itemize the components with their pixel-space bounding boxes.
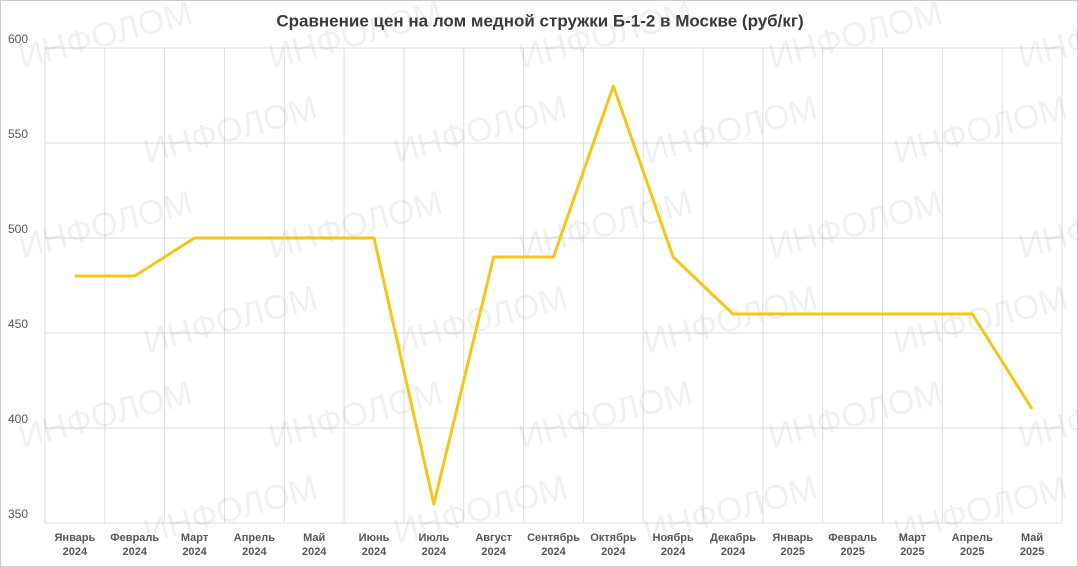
grid [44,47,1063,524]
x-tick-label: Декабрь 2024 [710,532,756,558]
y-tick-label: 400 [8,412,28,426]
x-tick-label: Август 2024 [475,532,512,558]
y-tick-label: 450 [8,317,28,331]
x-tick-label: Февраль 2025 [828,532,877,558]
x-tick-label: Январь 2024 [55,532,96,558]
chart-title: Сравнение цен на лом медной стружки Б-1-… [276,11,803,30]
y-tick-label: 350 [8,507,28,521]
x-tick-label: Март 2025 [899,532,927,558]
x-tick-label: Апрель 2025 [952,532,993,558]
x-tick-label: Май 2025 [1020,532,1044,558]
x-tick-label: Июль 2024 [418,532,449,558]
line [74,84,1034,506]
x-tick-label: Март 2024 [181,532,209,558]
x-tick-label: Июнь 2024 [359,532,390,558]
x-tick-label: Февраль 2024 [110,532,159,558]
x-tick-label: Апрель 2024 [234,532,275,558]
y-tick-label: 550 [8,127,28,141]
x-tick-label: Октябрь 2024 [590,532,636,558]
x-tick-label: Сентябрь 2024 [527,532,580,558]
x-tick-label: Январь 2025 [772,532,813,558]
y-tick-label: 600 [8,32,28,46]
x-tick-label: Май 2024 [302,532,327,558]
y-tick-label: 500 [8,222,28,236]
x-tick-label: Ноябрь 2024 [653,532,694,558]
